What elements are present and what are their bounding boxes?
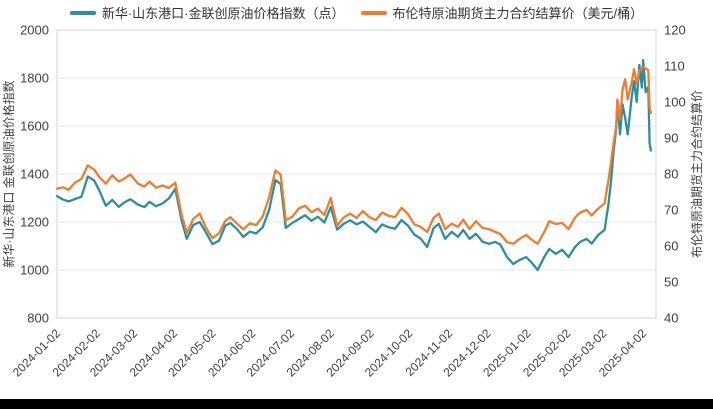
y-right-tick-label: 90: [664, 131, 678, 146]
series-line-brent: [55, 65, 653, 245]
y-left-tick-label: 1200: [20, 215, 49, 230]
y-left-axis-title: 新华·山东港口 金联创原油价格指数: [1, 80, 16, 267]
plot-border: [56, 29, 657, 319]
y-left-tick-label: 1800: [20, 71, 49, 86]
y-right-tick-label: 120: [664, 23, 686, 38]
y-left-tick-label: 1400: [20, 167, 49, 182]
y-left-tick-label: 1000: [20, 263, 49, 278]
y-left-tick-label: 2000: [20, 23, 49, 38]
y-right-tick-label: 60: [664, 239, 678, 254]
y-left-tick-label: 1600: [20, 119, 49, 134]
y-right-tick-label: 110: [664, 59, 685, 74]
y-right-tick-label: 50: [664, 275, 678, 290]
y-right-tick-label: 70: [664, 203, 678, 218]
series-line-index: [55, 58, 653, 272]
y-left-tick-label: 800: [27, 311, 49, 326]
y-right-tick-label: 40: [664, 311, 678, 326]
y-right-tick-label: 100: [664, 95, 686, 110]
y-right-axis-title: 布伦特原油期货主力合约结算价: [689, 90, 704, 258]
bottom-black-bar: [0, 399, 713, 409]
chart-window: 2000 1800 1600 1400 1200 1000 800 120 110 100 90 80…: [1, 6, 704, 380]
y-right-tick-label: 80: [664, 167, 678, 182]
dual-axis-line-chart: 2000 1800 1600 1400 1200 1000 800 120 110 100 90 80…: [1, 23, 704, 380]
